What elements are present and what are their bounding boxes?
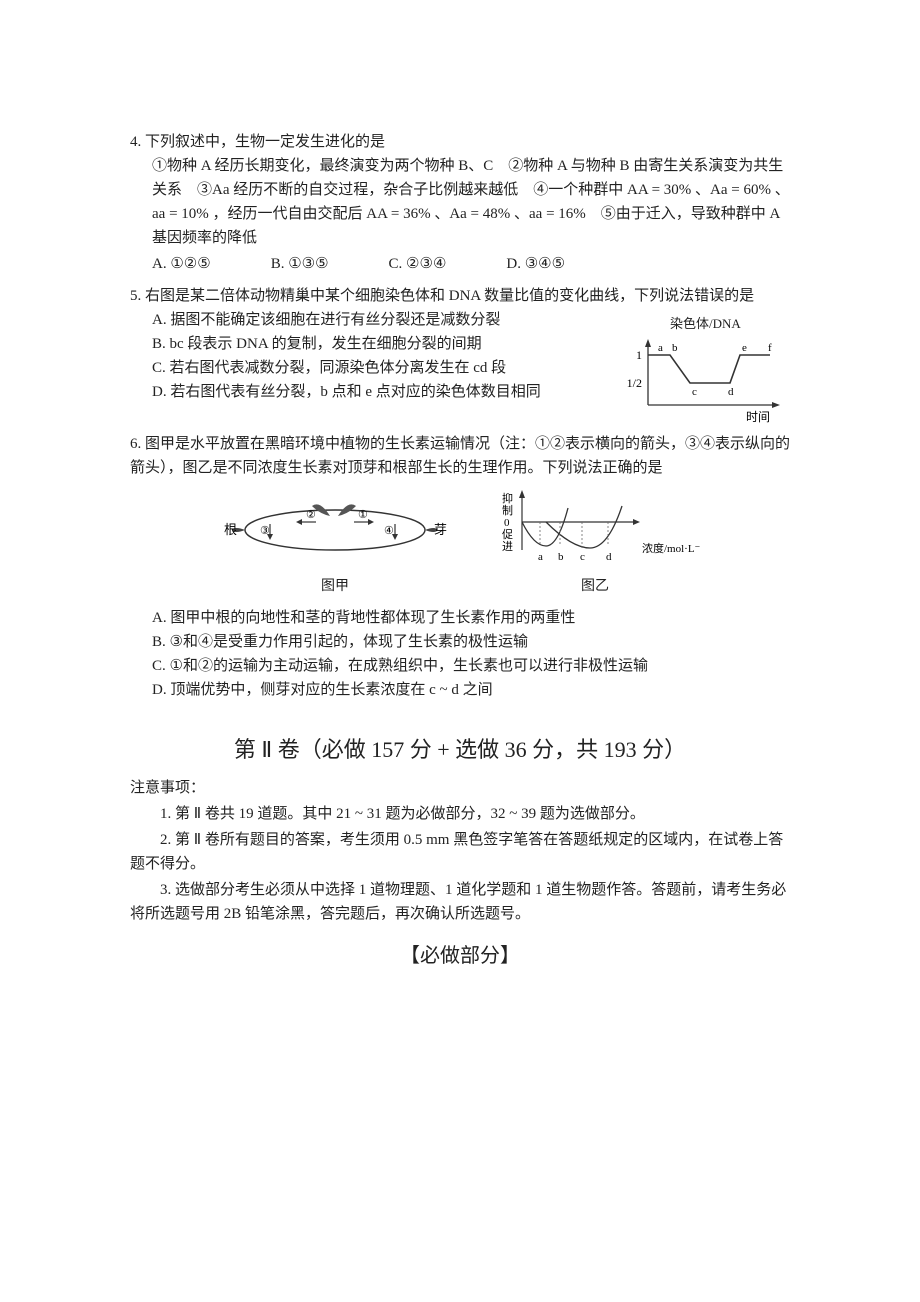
q6-opt-b: B. ③和④是受重力作用引起的，体现了生长素的极性运输	[152, 630, 790, 654]
q4-stem: 4. 下列叙述中，生物一定发生进化的是	[130, 130, 790, 154]
q6-figure-b: 抑 制 0 促 进 a b c d 浓度/mol·L⁻¹ 图乙	[490, 488, 700, 598]
q6-opt-a: A. 图甲中根的向地性和茎的背地性都体现了生长素作用的两重性	[152, 606, 790, 630]
q6-arrow-2: ②	[306, 509, 316, 521]
q5-ytick-1: 1	[636, 348, 642, 362]
q6-opt-c: C. ①和②的运输为主动运输，在成熟组织中，生长素也可以进行非极性运输	[152, 654, 790, 678]
q6-shoot-label: 芽	[434, 522, 447, 537]
question-5: 5. 右图是某二倍体动物精巢中某个细胞染色体和 DNA 数量比值的变化曲线，下列…	[130, 284, 790, 424]
q5-stem: 5. 右图是某二倍体动物精巢中某个细胞染色体和 DNA 数量比值的变化曲线，下列…	[130, 284, 790, 308]
q6-opt-d: D. 顶端优势中，侧芽对应的生长素浓度在 c ~ d 之间	[152, 678, 790, 702]
q5-ytick-half: 1/2	[627, 376, 642, 390]
q6b-xt-a: a	[538, 551, 543, 563]
q5-opt-d: D. 若右图代表有丝分裂，b 点和 e 点对应的染色体数目相同	[152, 380, 606, 404]
q6b-yl-bot1: 促	[502, 527, 513, 541]
q5-xlabel: 时间	[746, 410, 770, 424]
q6-figB-label: 图乙	[490, 576, 700, 598]
q4-opt-a: A. ①②⑤	[152, 252, 211, 276]
q6-root-label: 根	[224, 522, 237, 537]
q5-pt-b: b	[672, 342, 678, 354]
q6-stem: 6. 图甲是水平放置在黑暗环境中植物的生长素运输情况（注：①②表示横向的箭头，③…	[130, 432, 790, 480]
q5-chart-svg: 1 1/2 a b c d e f 时间	[620, 335, 790, 427]
q5-pt-e: e	[742, 342, 747, 354]
q4-opt-c: C. ②③④	[389, 252, 447, 276]
q6b-yl-bot2: 进	[502, 540, 513, 553]
must-do-heading: 【必做部分】	[130, 940, 790, 972]
q6b-yl-top1: 抑	[502, 491, 513, 505]
question-4: 4. 下列叙述中，生物一定发生进化的是 ①物种 A 经历长期变化，最终演变为两个…	[130, 130, 790, 276]
q6-figure-a: ② ① ③ ④ 根 芽 图甲	[220, 488, 450, 598]
q4-options: A. ①②⑤ B. ①③⑤ C. ②③④ D. ③④⑤	[152, 252, 790, 276]
q6b-yl-top2: 制	[502, 504, 513, 517]
q6-arrow-4: ④	[384, 525, 394, 537]
q5-opt-b: B. bc 段表示 DNA 的复制，发生在细胞分裂的间期	[152, 332, 606, 356]
notice-2: 2. 第 Ⅱ 卷所有题目的答案，考生须用 0.5 mm 黑色签字笔答在答题纸规定…	[130, 828, 790, 876]
q6-arrow-1: ①	[358, 509, 368, 521]
q5-chart-ylabel: 染色体/DNA	[670, 314, 790, 335]
q4-opt-d: D. ③④⑤	[506, 252, 565, 276]
q6b-xt-d: d	[606, 551, 612, 563]
q5-pt-a: a	[658, 342, 663, 354]
q6-figA-label: 图甲	[220, 576, 450, 598]
notice-1: 1. 第 Ⅱ 卷共 19 道题。其中 21 ~ 31 题为必做部分，32 ~ 3…	[130, 802, 790, 826]
q6b-xt-c: c	[580, 551, 585, 563]
q6b-yl-mid: 0	[504, 517, 510, 529]
q5-pt-d: d	[728, 386, 734, 398]
q4-items: ①物种 A 经历长期变化，最终演变为两个物种 B、C ②物种 A 与物种 B 由…	[152, 154, 790, 250]
q6-figA-svg: ② ① ③ ④ 根 芽	[220, 488, 450, 568]
question-6: 6. 图甲是水平放置在黑暗环境中植物的生长素运输情况（注：①②表示横向的箭头，③…	[130, 432, 790, 702]
q6-arrow-3: ③	[260, 525, 270, 537]
q6-figB-svg: 抑 制 0 促 进 a b c d 浓度/mol·L⁻¹	[490, 488, 700, 568]
q5-opt-c: C. 若右图代表减数分裂，同源染色体分离发生在 cd 段	[152, 356, 606, 380]
q5-pt-f: f	[768, 342, 772, 354]
notice-3: 3. 选做部分考生必须从中选择 1 道物理题、1 道化学题和 1 道生物题作答。…	[130, 878, 790, 926]
notice-head: 注意事项：	[130, 776, 790, 800]
q5-chart: 染色体/DNA 1 1/2 a b c d e f 时间	[620, 314, 790, 424]
q6b-xt-b: b	[558, 551, 564, 563]
q5-pt-c: c	[692, 386, 697, 398]
q5-opt-a: A. 据图不能确定该细胞在进行有丝分裂还是减数分裂	[152, 308, 606, 332]
section-2-title: 第 Ⅱ 卷（必做 157 分 + 选做 36 分，共 193 分）	[130, 732, 790, 767]
q4-opt-b: B. ①③⑤	[271, 252, 329, 276]
q6b-xlabel: 浓度/mol·L⁻¹	[642, 541, 700, 555]
